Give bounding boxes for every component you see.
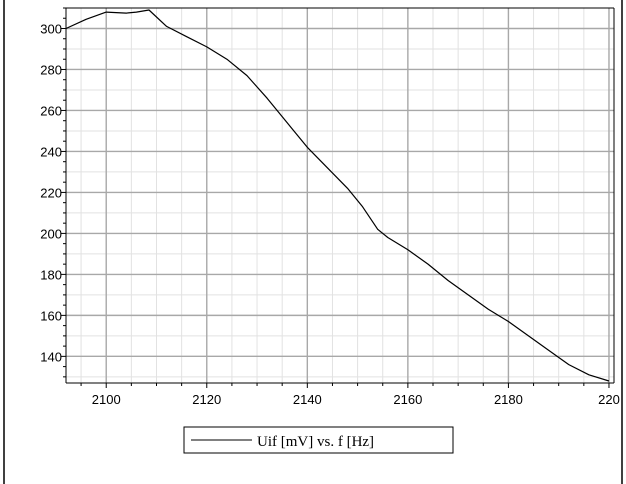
y-tick-label: 140 [40,349,62,364]
x-tick-label: 2120 [192,392,221,407]
x-tick-label: 2100 [92,392,121,407]
legend: Uif [mV] vs. f [Hz] [183,426,454,454]
x-tick-label: 220 [598,392,620,407]
y-tick-label: 200 [40,226,62,241]
y-tick-label: 260 [40,103,62,118]
y-tick-label: 240 [40,144,62,159]
grid [66,7,614,383]
axes [3,0,623,484]
x-tick-label: 2160 [393,392,422,407]
series-layer [65,9,610,382]
tick-labels: 140 160 180 200 220 240 260 280 300 2100 2120 2140 2… [40,21,620,407]
legend-label: Uif [mV] vs. f [Hz] [257,434,374,450]
y-tick-label: 300 [40,21,62,36]
y-tick-label: 160 [40,308,62,323]
y-tick-label: 180 [40,267,62,282]
y-tick-label: 220 [40,185,62,200]
series-line [65,9,610,382]
x-tick-label: 2140 [293,392,322,407]
x-tick-label: 2180 [494,392,523,407]
y-tick-label: 280 [40,62,62,77]
